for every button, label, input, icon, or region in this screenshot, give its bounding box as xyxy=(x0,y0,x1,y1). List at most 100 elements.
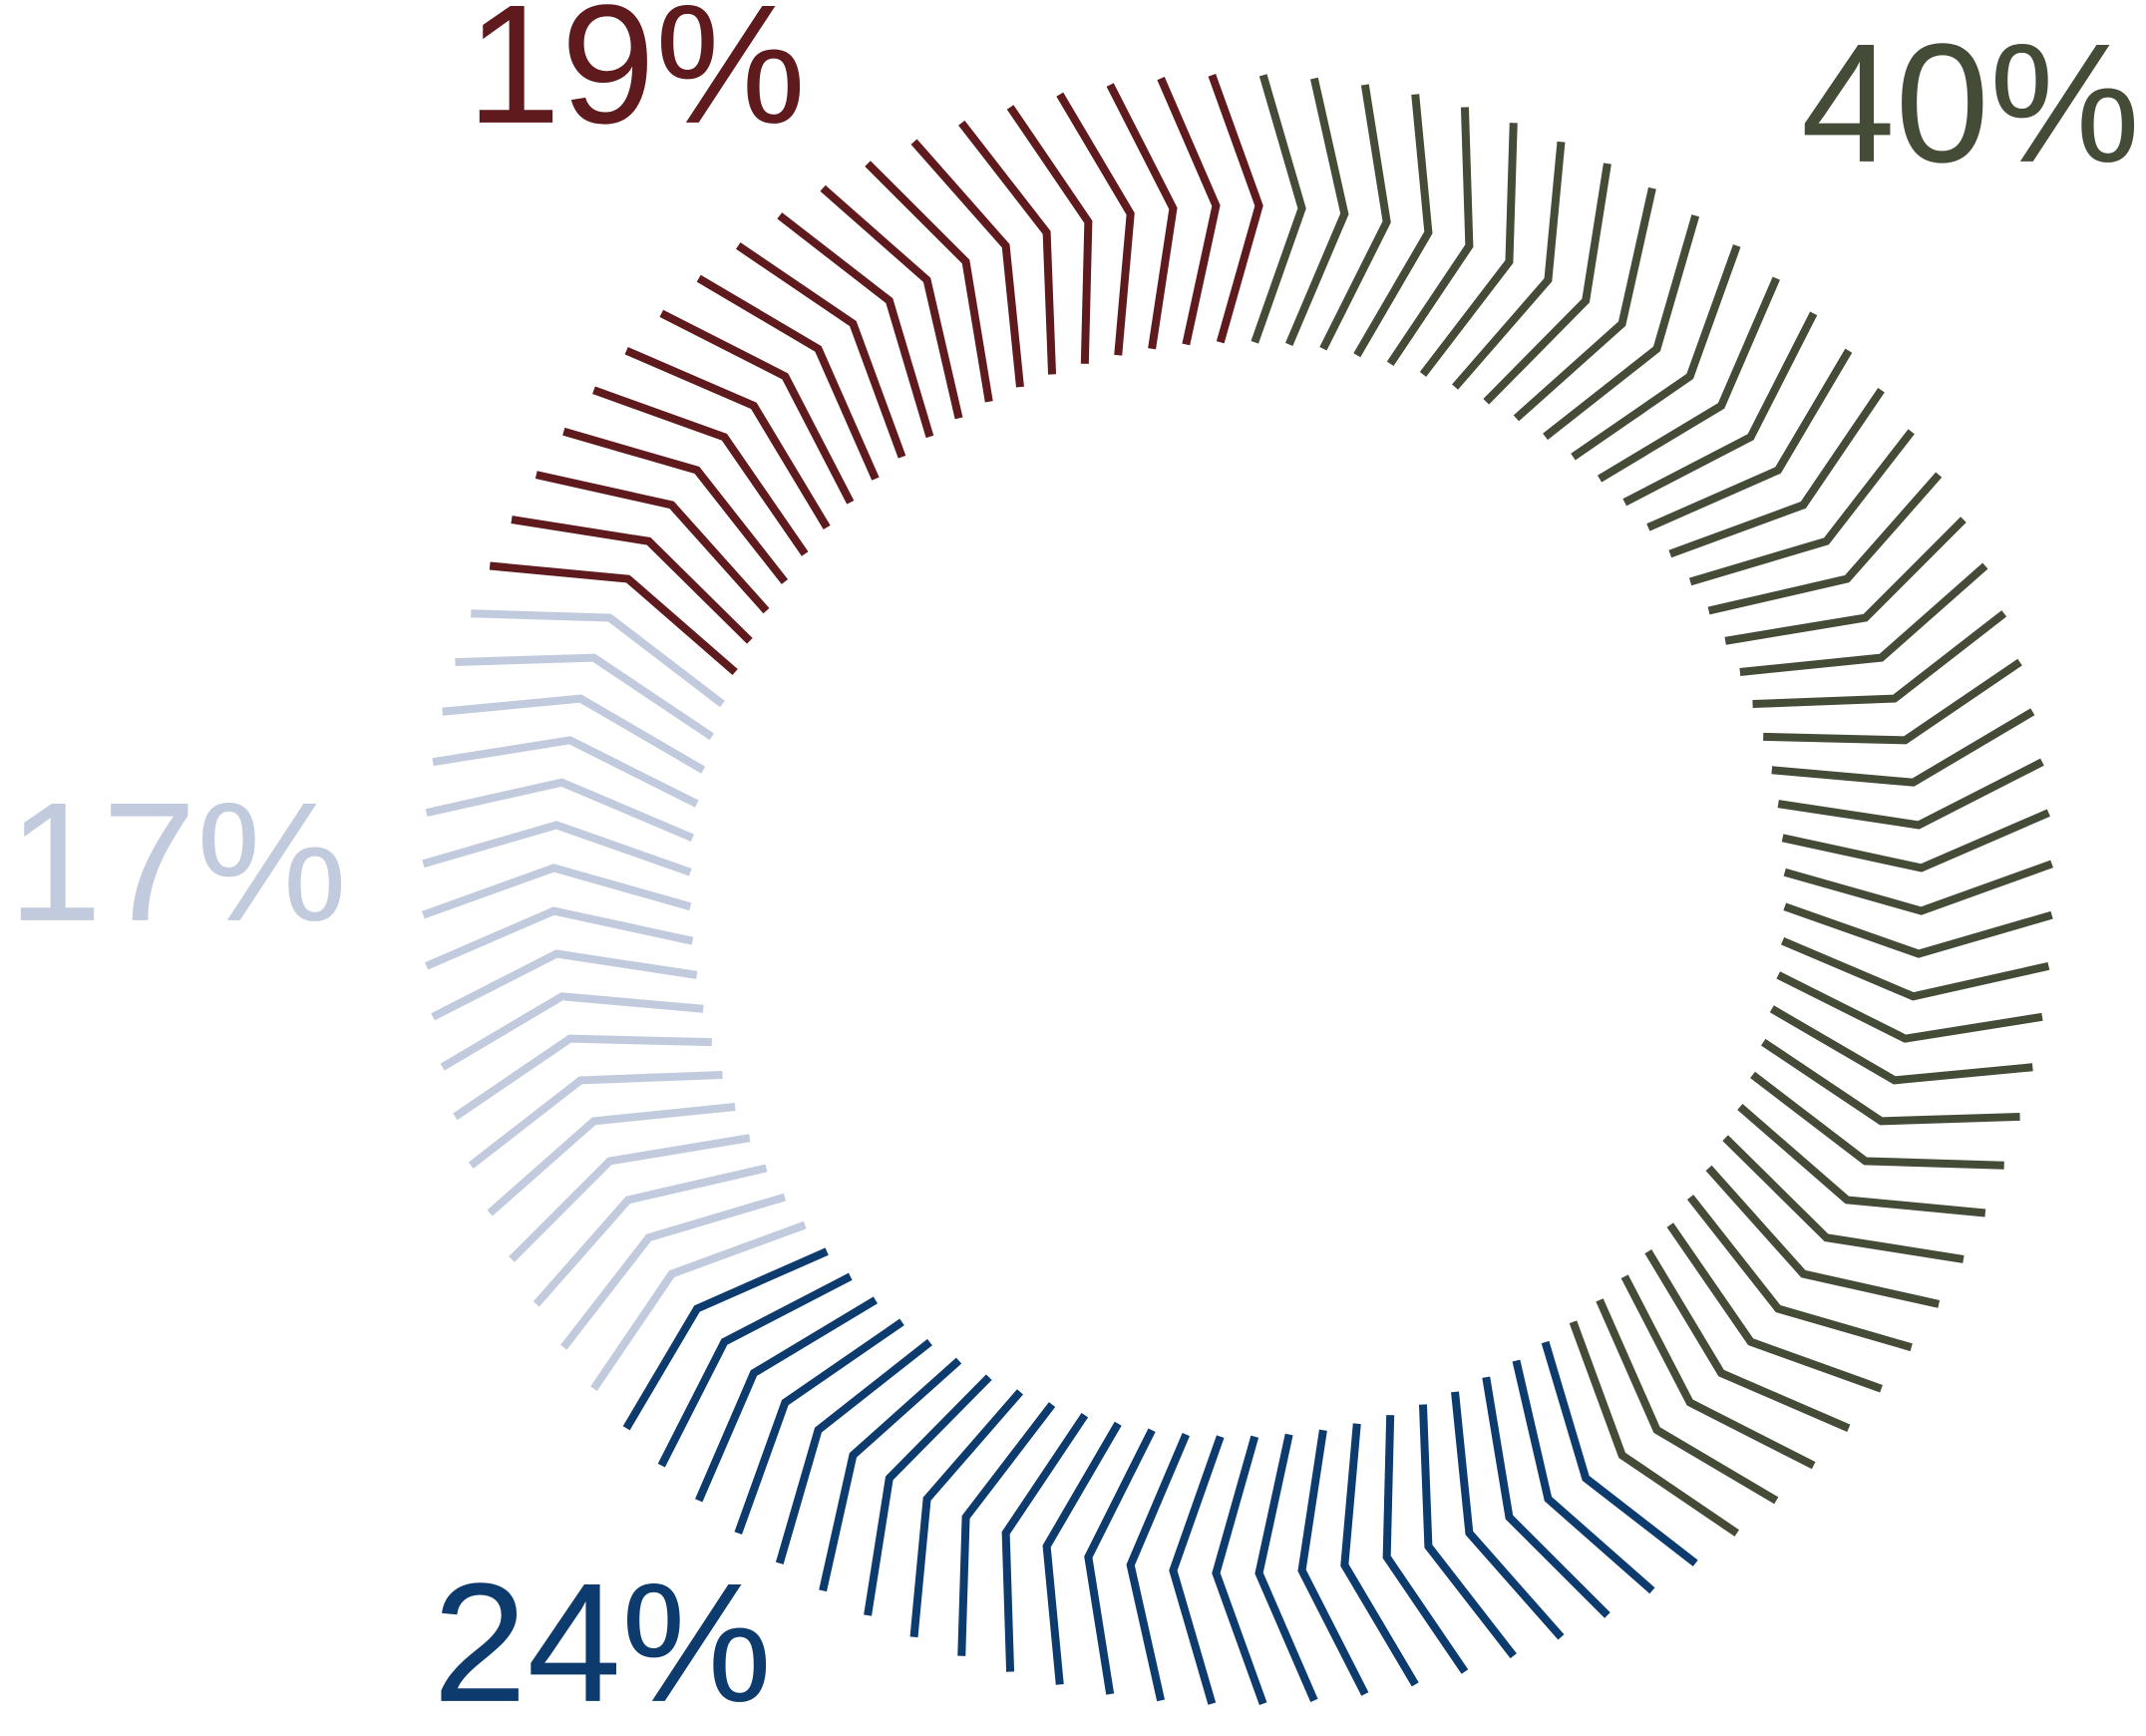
chevron xyxy=(1722,1135,1965,1263)
chevron xyxy=(1353,94,1433,358)
chevron xyxy=(1622,311,1818,507)
chevron xyxy=(1780,936,2050,1001)
chevron xyxy=(1783,902,2053,958)
chevron xyxy=(1686,1195,1913,1352)
chevron xyxy=(1620,1274,1816,1470)
chevron xyxy=(736,242,906,459)
chevron xyxy=(695,1296,878,1503)
chevron xyxy=(1418,1404,1517,1659)
chevron xyxy=(1688,429,1915,586)
chevron xyxy=(957,1402,1056,1656)
chevron xyxy=(1571,244,1741,461)
chevron xyxy=(864,1374,992,1616)
chevron xyxy=(865,161,993,403)
chevron xyxy=(1771,708,2035,787)
chevron xyxy=(1042,1421,1122,1685)
chevron xyxy=(592,386,809,556)
chevron xyxy=(696,274,880,481)
chevron xyxy=(819,1357,962,1592)
chevron xyxy=(535,471,770,614)
chevron xyxy=(442,694,706,774)
chevron xyxy=(1646,348,1853,531)
chevron xyxy=(777,212,934,439)
value-label: 24% xyxy=(433,1549,772,1731)
chevron xyxy=(1452,141,1566,390)
chevron xyxy=(533,1164,768,1307)
chevron xyxy=(1319,84,1391,351)
chevron xyxy=(487,1103,736,1216)
chevron xyxy=(1760,1038,2020,1126)
chevron xyxy=(1776,971,2043,1043)
chevron xyxy=(1386,107,1474,367)
chevron xyxy=(1169,1435,1225,1705)
chevron xyxy=(431,949,698,1021)
value-label: 19% xyxy=(467,0,806,160)
chevron xyxy=(1666,1222,1883,1393)
chevron xyxy=(1598,276,1780,483)
chevron xyxy=(1737,1104,1986,1217)
chevron xyxy=(909,1389,1023,1638)
chevron xyxy=(1781,809,2050,872)
chevron xyxy=(468,1070,723,1169)
chevron xyxy=(1512,1359,1655,1594)
chevron xyxy=(560,1193,787,1350)
chevron xyxy=(1451,1391,1565,1640)
donut-segment xyxy=(422,609,807,1391)
chevron xyxy=(1382,1415,1469,1674)
chevron xyxy=(659,309,855,505)
chevron xyxy=(1084,1428,1156,1695)
chevron xyxy=(1212,1435,1267,1705)
chevron xyxy=(509,1134,751,1262)
chevron xyxy=(1157,77,1221,346)
chevron xyxy=(425,906,694,970)
chevron xyxy=(1569,1320,1739,1537)
chevron xyxy=(820,184,963,420)
chevron xyxy=(1763,658,2022,745)
chevron xyxy=(1251,74,1306,344)
chevron xyxy=(1769,1005,2033,1085)
chevron xyxy=(1783,860,2053,915)
chevron xyxy=(1750,1071,2004,1170)
donut-segment xyxy=(1251,74,2053,1537)
value-label: 17% xyxy=(8,768,347,957)
chevron xyxy=(1596,1298,1779,1505)
chevron xyxy=(1006,105,1093,364)
chevron xyxy=(1126,1432,1191,1702)
chevron xyxy=(1543,214,1700,441)
chevron xyxy=(471,609,725,708)
chevron xyxy=(1483,163,1611,405)
chevron xyxy=(657,1272,853,1468)
chevron xyxy=(1707,472,1943,615)
chevron xyxy=(1705,1165,1941,1308)
chevron xyxy=(422,821,692,876)
chevron xyxy=(1739,562,1988,676)
chevron xyxy=(1340,1423,1419,1687)
chevron xyxy=(1254,1433,1318,1702)
chevron xyxy=(1668,388,1885,558)
chevron xyxy=(1724,517,1967,645)
chevron xyxy=(1208,74,1263,344)
chevron xyxy=(1541,1340,1698,1566)
chevron xyxy=(910,139,1024,388)
chevron xyxy=(1777,758,2044,830)
chevron xyxy=(489,561,738,675)
chevron xyxy=(511,516,753,644)
chevron xyxy=(775,1338,932,1564)
donut-segment xyxy=(622,1247,1698,1705)
chevron xyxy=(1752,610,2007,709)
chevron xyxy=(432,736,699,808)
chevron xyxy=(453,1034,712,1121)
chevron xyxy=(1297,1429,1369,1696)
chevron xyxy=(455,653,715,741)
chevron xyxy=(590,1220,807,1391)
chevron xyxy=(422,864,692,919)
chevron xyxy=(622,1247,829,1431)
chevron xyxy=(1001,1412,1089,1672)
chevron xyxy=(1056,92,1135,356)
chevron xyxy=(562,427,789,584)
chevron xyxy=(1106,83,1178,350)
chevron xyxy=(425,778,695,843)
chevron xyxy=(1482,1376,1610,1618)
chevron xyxy=(1419,123,1518,377)
